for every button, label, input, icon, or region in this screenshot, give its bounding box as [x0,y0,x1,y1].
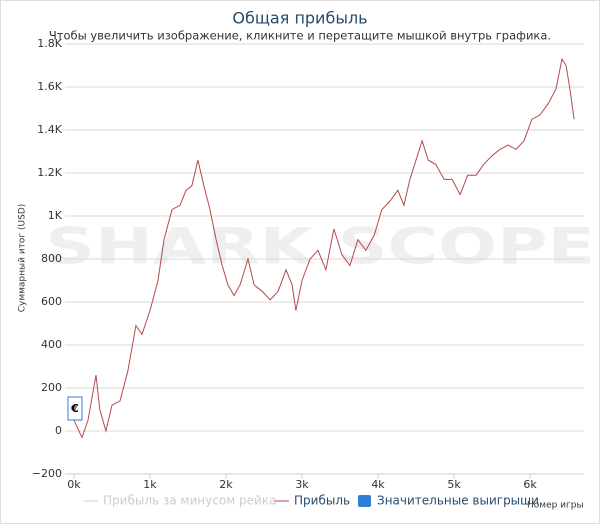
plot: −200 0 200 400 600 800 1K 1.2K 1.4K 1.6K 1.8K 0k 1k 2… [32,37,584,491]
y-tick-label: 400 [41,338,62,351]
chart-title: Общая прибыль [232,9,367,28]
y-tick-label: 1.2K [37,166,62,179]
legend-symbol [358,495,371,507]
x-tick-label: 3k [295,478,309,491]
currency-button[interactable] [67,396,83,421]
series-line [73,57,575,439]
legend-label[interactable]: Значительные выигрыши [377,494,539,508]
y-axis-label: Суммарный итог (USD) [18,204,28,313]
y-tick-label: 800 [41,252,62,265]
y-tick-label: −200 [32,467,62,480]
y-tick-label: 1.4K [37,123,62,136]
legend-label[interactable]: Прибыль [294,494,350,508]
x-tick-label: 2k [219,478,233,491]
currency-button-label[interactable]: € [70,402,79,415]
x-tick-label: 4k [371,478,385,491]
y-tick-label: 0 [55,424,62,437]
x-axis-label: Номер игры [527,501,584,511]
x-tick-label: 6k [523,478,537,491]
legend: Прибыль за минусом рейка Прибыль Значитель… [84,494,539,508]
legend-label[interactable]: Прибыль за минусом рейка [103,494,276,508]
x-tick-label: 1k [143,478,157,491]
y-tick-label: 1.6K [37,80,62,93]
chart-subtitle: Чтобы увеличить изображение, кликните и … [49,29,551,43]
y-tick-label: 1K [48,209,63,222]
watermark: SHARK SCOPE [45,218,595,276]
y-tick-label: 200 [41,381,62,394]
x-tick-label: 0k [67,478,81,491]
y-tick-label: 1.8K [37,37,62,50]
y-tick-label: 600 [41,295,62,308]
x-tick-label: 5k [447,478,461,491]
